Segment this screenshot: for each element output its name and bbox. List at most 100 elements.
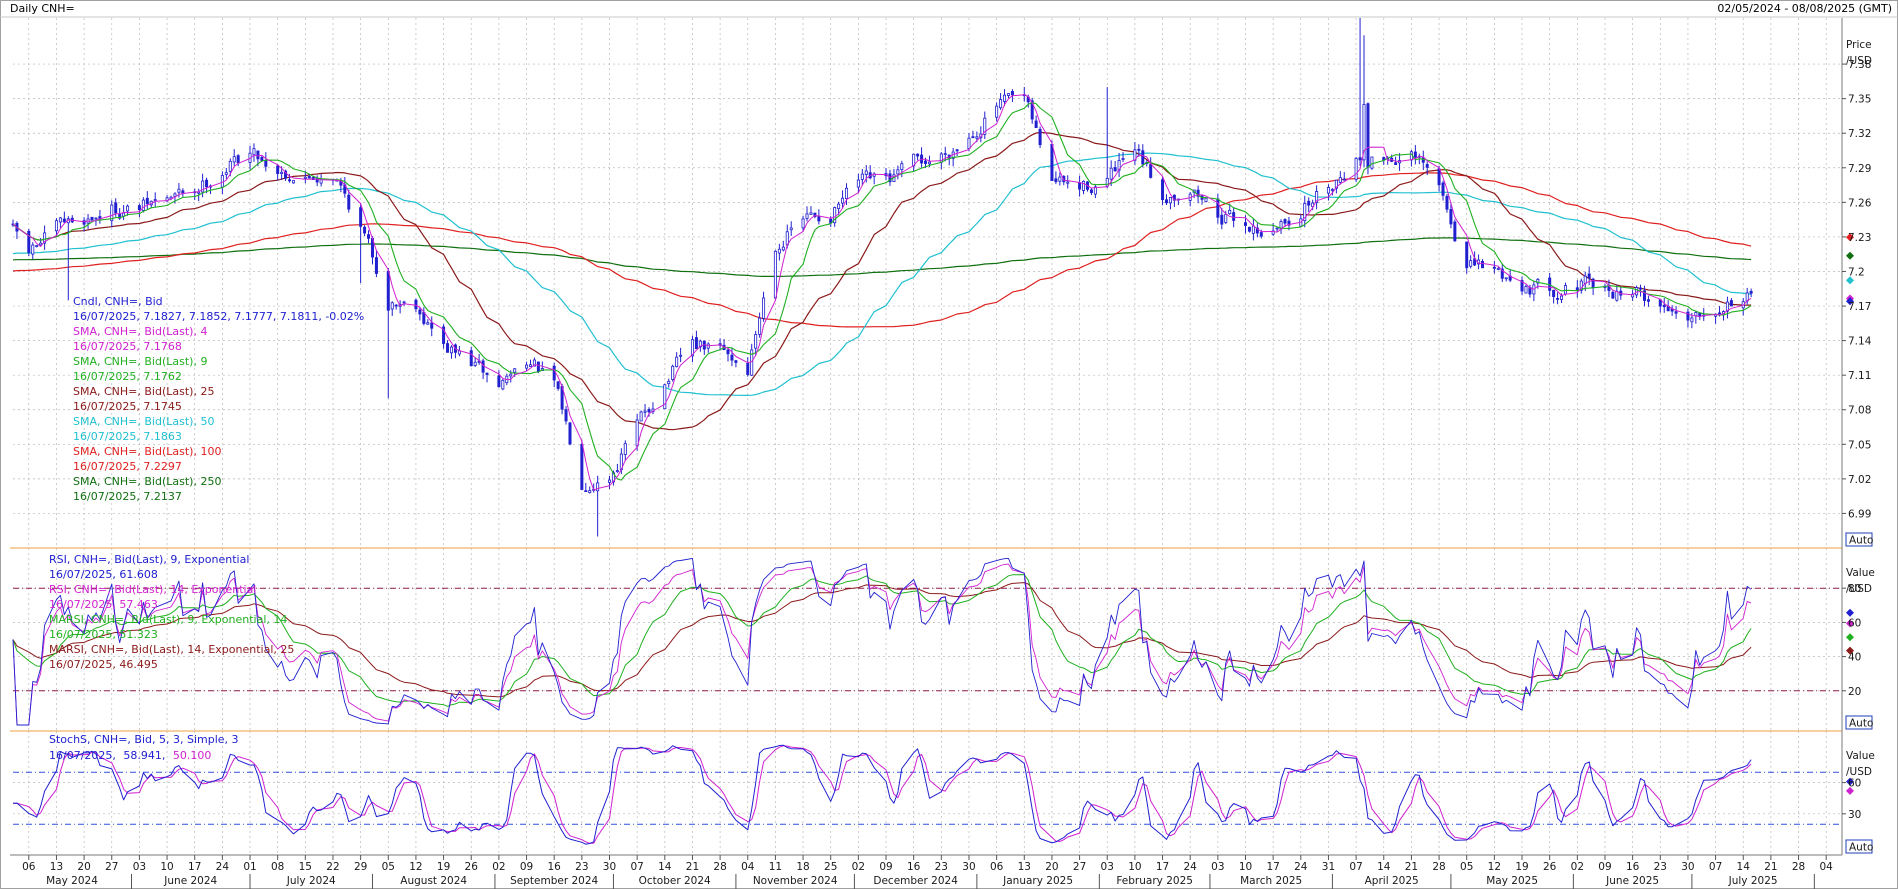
x-tick-label: 28: [1792, 861, 1805, 873]
month-label: June 2025: [1605, 875, 1659, 887]
x-tick-label: 04: [741, 861, 755, 873]
x-tick-label: 02: [1571, 861, 1584, 873]
x-tick-label: 21: [1405, 861, 1418, 873]
candle-body: [1275, 227, 1279, 230]
month-label: July 2025: [1728, 875, 1778, 887]
x-tick-label: 25: [824, 861, 837, 873]
x-tick-label: 03: [1211, 861, 1224, 873]
sma-250-path: [12, 237, 1752, 277]
rsi-tick-label: 60: [1848, 617, 1861, 629]
candle-body: [746, 363, 750, 375]
x-tick-label: 05: [1460, 861, 1473, 873]
x-tick-label: 21: [686, 861, 699, 873]
price-tick-label: 7.38: [1848, 59, 1871, 71]
marsi-14-path: [12, 582, 1752, 698]
candle-body: [671, 365, 675, 380]
candle-body: [1338, 177, 1342, 183]
candle-body: [777, 248, 781, 254]
month-label: June 2024: [163, 875, 217, 887]
x-tick-label: 30: [1681, 861, 1694, 873]
x-tick-label: 23: [935, 861, 948, 873]
price-legend-values: 16/07/2025, 7.1827, 7.1852, 7.1777, 7.18…: [73, 310, 364, 323]
candle-body: [1358, 157, 1362, 161]
price-legend-name: SMA, CNH=, Bid(Last), 4: [73, 325, 207, 338]
price-auto-button[interactable]: Auto: [1845, 532, 1873, 547]
candle-body: [643, 410, 647, 413]
candle-body: [845, 187, 849, 199]
candle-body: [860, 173, 864, 180]
rsi-9-path: [12, 557, 1752, 726]
rsi-auto-label: Auto: [1849, 718, 1873, 730]
stoch-auto-button[interactable]: Auto: [1845, 839, 1873, 854]
price-auto-label: Auto: [1849, 535, 1873, 547]
candle-body: [1259, 232, 1263, 237]
x-tick-label: 20: [77, 861, 90, 873]
candlestick-series: [11, 18, 1753, 537]
candle-body: [1725, 301, 1729, 312]
x-tick-label: 26: [1543, 861, 1557, 873]
candle-body: [667, 381, 671, 385]
candle-body: [1694, 312, 1698, 317]
month-label: December 2024: [873, 875, 958, 887]
candle-body: [1370, 156, 1374, 169]
candle-body: [1642, 290, 1646, 301]
price-legend-values: 16/07/2025, 7.1863: [73, 430, 182, 443]
candle-body: [446, 343, 450, 353]
candle-body: [1698, 312, 1702, 317]
rsi-14-path: [12, 563, 1752, 726]
candle-body: [94, 217, 98, 220]
candle-body: [359, 207, 363, 227]
candle-body: [264, 159, 268, 167]
x-tick-label: 18: [796, 861, 809, 873]
candle-body: [284, 170, 288, 179]
stochastic-lines: [12, 744, 1854, 845]
x-tick-label: 07: [1349, 861, 1362, 873]
candle-body: [1749, 291, 1753, 294]
candle-body: [967, 137, 971, 150]
candle-body: [1445, 195, 1449, 210]
x-tick-label: 16: [907, 861, 921, 873]
rsi-legend-name: RSI, CNH=, Bid(Last), 14, Exponential: [49, 583, 256, 596]
x-tick-label: 21: [1764, 861, 1777, 873]
candle-body: [864, 170, 868, 175]
candle-body: [418, 309, 422, 315]
last-value-marker: [1846, 619, 1854, 628]
last-value-marker: [1846, 251, 1854, 260]
candle-body: [473, 361, 477, 366]
x-tick-label: 11: [769, 861, 782, 873]
x-tick-label: 01: [243, 861, 256, 873]
candle-body: [971, 136, 975, 139]
candle-body: [449, 346, 453, 354]
candle-body: [27, 230, 31, 253]
rsi-lines: [12, 557, 1854, 726]
stoch-legend-name: StochS, CNH=, Bid, 5, 3, Simple, 3: [49, 733, 239, 746]
candle-body: [1449, 209, 1453, 225]
candle-body: [137, 205, 141, 211]
stoch-tick-label: 60: [1848, 778, 1861, 790]
price-legend-values: 16/07/2025, 7.1768: [73, 340, 182, 353]
candle-body: [386, 270, 390, 311]
x-tick-label: 19: [1515, 861, 1528, 873]
sma-50-path: [12, 152, 1752, 396]
stoch-legend-d: 50.100: [173, 749, 212, 762]
candle-body: [1366, 103, 1370, 168]
x-tick-label: 06: [990, 861, 1004, 873]
month-label: August 2024: [400, 875, 467, 887]
x-tick-label: 10: [160, 861, 173, 873]
candle-body: [1315, 191, 1319, 204]
stoch-unit-label: Value: [1846, 750, 1875, 762]
candle-body: [896, 169, 900, 175]
candle-body: [975, 136, 979, 139]
price-unit-label-2: /USD: [1846, 55, 1872, 67]
candle-body: [1492, 266, 1496, 269]
stoch-d-path: [13, 745, 1752, 844]
rsi-auto-button[interactable]: Auto: [1845, 715, 1873, 730]
candle-body: [1168, 197, 1172, 204]
candle-body: [201, 180, 205, 193]
candle-body: [556, 381, 560, 389]
price-legend-name: SMA, CNH=, Bid(Last), 100: [73, 445, 221, 458]
candle-body: [1425, 164, 1429, 168]
candle-body: [647, 409, 651, 413]
price-tick-label: 7.23: [1848, 232, 1871, 244]
candle-body: [1326, 187, 1330, 194]
